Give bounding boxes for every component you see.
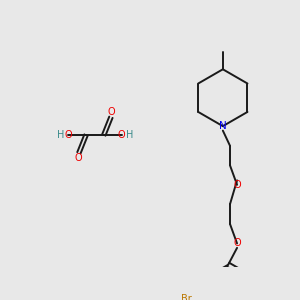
Text: O: O [233, 238, 241, 248]
Text: O: O [108, 107, 116, 117]
Text: O: O [233, 180, 241, 190]
Text: O: O [118, 130, 125, 140]
Text: H: H [126, 130, 133, 140]
Text: Br: Br [181, 294, 191, 300]
Text: O: O [74, 153, 82, 163]
Text: O: O [64, 130, 72, 140]
Text: N: N [219, 121, 227, 131]
Text: H: H [57, 130, 64, 140]
